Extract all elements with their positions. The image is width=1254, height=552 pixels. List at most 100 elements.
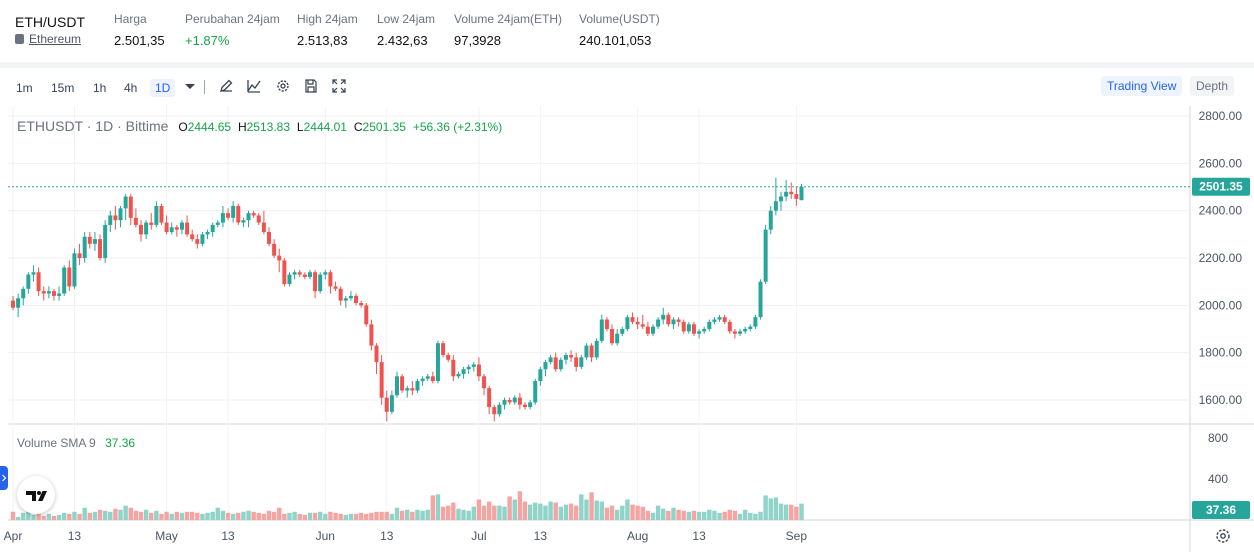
coin-name[interactable]: Ethereum xyxy=(29,32,82,46)
candle-body xyxy=(446,355,451,360)
volume-bar xyxy=(568,503,574,520)
candle-body xyxy=(471,364,476,367)
timeframe-1m[interactable]: 1m xyxy=(16,81,33,95)
volume-bar xyxy=(164,511,169,520)
coin-link[interactable]: Ethereum xyxy=(15,32,81,46)
candle-body xyxy=(671,319,676,325)
candle-body xyxy=(57,293,62,296)
candle-body xyxy=(574,357,579,367)
volume-bar xyxy=(31,514,36,520)
pair-title: ETH/USDT xyxy=(15,14,85,30)
volume-bar xyxy=(594,500,599,520)
candle-body xyxy=(205,232,210,235)
candle-body xyxy=(492,407,497,415)
candle-body xyxy=(98,239,103,259)
volume-bar xyxy=(399,510,405,520)
volume-bar xyxy=(553,502,558,520)
side-panel-toggle[interactable] xyxy=(0,466,8,490)
stat-label: Volume(USDT) xyxy=(579,12,660,26)
candle-body xyxy=(517,397,522,405)
candle-body xyxy=(661,314,666,320)
stat-value: 97,3928 xyxy=(454,33,501,48)
coin-icon xyxy=(15,34,24,44)
candle-body xyxy=(482,376,487,389)
candle-body xyxy=(200,234,205,244)
volume-bar xyxy=(799,503,804,520)
candle-body xyxy=(169,227,174,233)
candle-body xyxy=(789,191,794,195)
open-value: 2444.65 xyxy=(187,120,232,134)
pencil-icon[interactable] xyxy=(218,78,234,94)
candle-body xyxy=(732,331,737,334)
candlestick-chart[interactable]: 1600.00 1800.00 2000.00 2200.00 2400.00 2600.… xyxy=(0,106,1254,552)
volume-bar xyxy=(62,512,67,520)
candle-body xyxy=(46,291,51,294)
timeframe-4h[interactable]: 4h xyxy=(124,81,138,95)
candle-body xyxy=(292,272,297,275)
candle-body xyxy=(405,388,410,391)
volume-bar xyxy=(292,511,297,520)
candle-body xyxy=(307,272,312,277)
volume-bar xyxy=(364,513,369,520)
time-tick-label: 13 xyxy=(221,529,235,543)
depth-button[interactable]: Depth xyxy=(1190,76,1235,96)
volume-bar xyxy=(266,510,272,520)
volume-bar xyxy=(574,505,579,520)
timeframe-15m[interactable]: 15m xyxy=(51,81,75,95)
volume-bar xyxy=(251,511,256,520)
volume-axis: 400 800 xyxy=(1208,431,1228,486)
stat-label: Volume 24jam(ETH) xyxy=(454,12,563,26)
timeframe-1d[interactable]: 1D xyxy=(150,79,176,97)
candle-body xyxy=(333,286,338,289)
trading-view-button[interactable]: Trading View xyxy=(1101,76,1183,96)
candle-body xyxy=(62,267,67,294)
chevron-down-icon[interactable] xyxy=(182,78,198,94)
volume-bar xyxy=(737,513,743,520)
time-axis: Apr 13 May 13 Jun 13 Jul 13 Aug 13 Sep xyxy=(4,529,808,543)
volume-bar xyxy=(742,509,748,520)
volume-bar xyxy=(323,513,328,520)
volume-bar xyxy=(609,505,615,520)
candle-body xyxy=(26,274,31,289)
volume-bar xyxy=(405,509,410,520)
stat-label: Harga xyxy=(114,12,147,26)
candle-body xyxy=(348,295,353,299)
volume-bar xyxy=(538,503,543,520)
stat-high-24h: High 24jam 2.513,83 xyxy=(297,12,358,48)
volume-bar xyxy=(671,507,676,520)
volume-bar xyxy=(625,499,630,520)
candle-body xyxy=(82,236,87,259)
volume-bar xyxy=(481,505,487,520)
volume-bar xyxy=(102,510,108,520)
chart-overlay: 2501.35 37.36 xyxy=(8,177,1250,519)
candle-body xyxy=(538,369,543,382)
volume-bars xyxy=(10,491,804,520)
candle-body xyxy=(615,333,620,344)
volume-bar xyxy=(379,511,384,520)
volume-bar xyxy=(287,512,292,520)
candle-body xyxy=(799,186,804,201)
candle-body xyxy=(441,343,446,356)
timeframe-1h[interactable]: 1h xyxy=(93,81,107,95)
candle-body xyxy=(77,253,82,259)
time-settings-button[interactable] xyxy=(1214,527,1232,545)
save-icon[interactable] xyxy=(303,78,319,94)
indicator-icon[interactable] xyxy=(246,78,262,94)
candle-body xyxy=(584,345,589,358)
candle-body xyxy=(400,376,405,391)
volume-bar xyxy=(512,499,517,520)
volume-bar xyxy=(471,506,476,520)
candle-body xyxy=(92,239,97,244)
volume-bar xyxy=(87,512,92,520)
candle-body xyxy=(620,329,625,334)
volume-bar xyxy=(589,492,594,520)
gear-icon[interactable] xyxy=(275,78,291,94)
candle-body xyxy=(41,291,46,294)
volume-tick-label: 800 xyxy=(1208,431,1228,445)
tradingview-logo[interactable] xyxy=(17,476,55,514)
candle-body xyxy=(461,369,466,374)
volume-bar xyxy=(200,513,205,520)
volume-bar xyxy=(190,511,195,520)
volume-bar xyxy=(446,505,451,520)
fullscreen-icon[interactable] xyxy=(331,78,347,94)
